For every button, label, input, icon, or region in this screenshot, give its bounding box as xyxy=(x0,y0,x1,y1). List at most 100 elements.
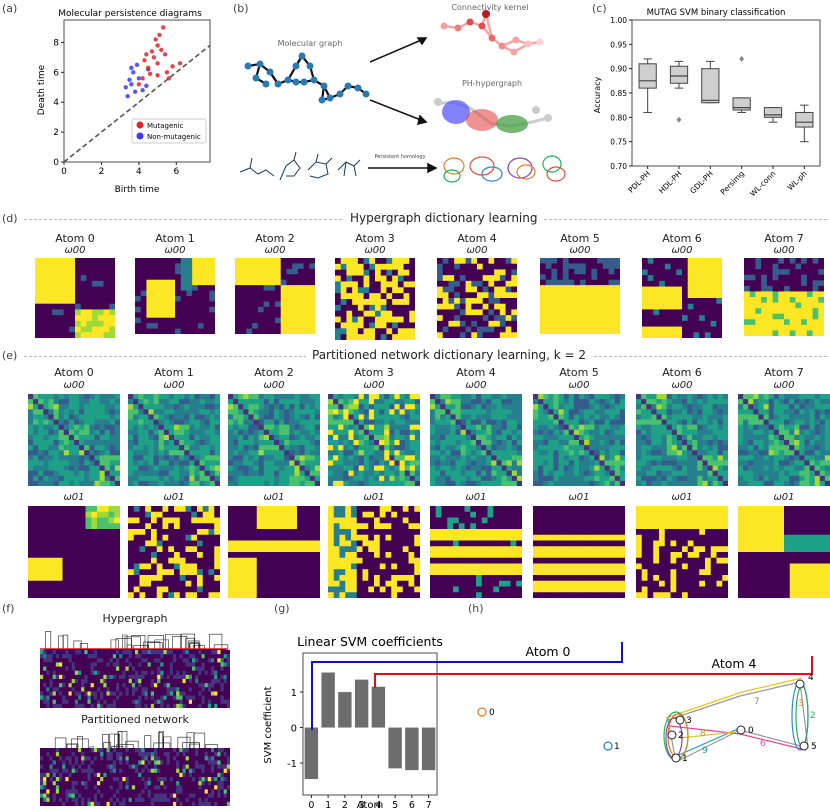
partitioned-atom-heatmap-01 xyxy=(430,506,522,598)
scatter-point xyxy=(142,58,147,63)
svm-bar xyxy=(421,727,436,771)
dendrogram-branch xyxy=(114,733,120,749)
omega00-label: ω00 xyxy=(465,380,487,391)
partitioned-atom-heatmap-01 xyxy=(128,506,220,598)
partitioned-atom-heatmap-00 xyxy=(228,394,320,486)
scatter-point xyxy=(155,61,160,66)
box xyxy=(638,63,657,89)
box-flier xyxy=(739,55,745,62)
partitioned-atom-title: Atom 1 xyxy=(154,366,194,379)
dendrogram-branch xyxy=(77,736,83,749)
x-tick-label: GDL-PH xyxy=(688,169,715,196)
partitioned-atom-title: Atom 6 xyxy=(662,366,702,379)
dendrogram-branch xyxy=(158,730,164,749)
chart-a-title: Molecular persistence diagrams xyxy=(58,9,202,19)
dendrogram-branch xyxy=(153,742,171,749)
dendrogram-branch xyxy=(193,732,206,749)
molecular-graph xyxy=(247,54,367,102)
dendrogram-branch xyxy=(143,641,161,649)
scatter-point xyxy=(166,76,172,81)
dendrogram-branch xyxy=(45,630,52,649)
omega00-label: ω00 xyxy=(568,380,590,391)
scatter-point xyxy=(147,71,153,77)
partitioned-atom-title: Atom 0 xyxy=(54,366,94,379)
dendrogram-branch xyxy=(185,637,195,649)
y-tick-label: 0.80 xyxy=(610,113,627,122)
dendrogram-branch xyxy=(146,642,163,649)
y-tick-label: 0 xyxy=(291,724,297,735)
chart-c-yticks: 0.70 0.75 0.80 0.85 0.90 0.95 1.00 xyxy=(610,16,632,171)
omega01-label: ω01 xyxy=(465,492,487,503)
edge-label-2: 2 xyxy=(810,711,816,721)
dendrogram-branch xyxy=(54,737,67,749)
scatter-point xyxy=(134,62,140,68)
svm-bar xyxy=(371,686,386,728)
omega00-label: ω00 xyxy=(263,380,285,391)
x-tick-label: 5 xyxy=(392,800,398,810)
dendrogram-branch xyxy=(133,645,150,649)
dendrogram-branch xyxy=(79,643,89,649)
omega-label: ω00 xyxy=(466,245,488,256)
scatter-point xyxy=(157,32,162,38)
scatter-point xyxy=(164,70,170,75)
dendrogram-branch xyxy=(109,733,120,749)
partitioned-atom-heatmap-01 xyxy=(738,506,830,598)
section-d-title: Hypergraph dictionary learning xyxy=(344,211,544,225)
omega-label: ω00 xyxy=(264,245,286,256)
dendrogram-branch xyxy=(181,633,196,649)
y-tick-label: 8 xyxy=(53,38,59,48)
box xyxy=(795,111,814,128)
edge-label-3: 3 xyxy=(798,699,804,709)
y-tick-label: 0.70 xyxy=(610,162,627,171)
y-tick-label: 0.95 xyxy=(610,40,627,49)
svm-bar xyxy=(405,727,419,771)
scatter-point xyxy=(123,85,128,90)
scatter-point xyxy=(159,47,164,53)
dendrogram-branch xyxy=(102,734,109,749)
dendrogram-branch xyxy=(164,633,182,649)
dendrogram-branch xyxy=(213,644,229,649)
x-tick-label: 6 xyxy=(409,800,415,810)
scatter-point xyxy=(136,76,142,81)
dendrogram-branch xyxy=(66,743,79,749)
scatter-point xyxy=(161,25,166,30)
scatter-point xyxy=(140,88,145,93)
chart-a-xlabel: Birth time xyxy=(115,185,160,195)
dendrogram-branch xyxy=(110,639,119,649)
x-tick-label: 2 xyxy=(342,800,348,810)
omega00-label: ω00 xyxy=(163,380,185,391)
partitioned-atom-heatmap-01 xyxy=(228,506,320,598)
x-tick-label: WL-conn xyxy=(748,169,777,198)
dendrogram-branch xyxy=(62,634,69,649)
scatter-point xyxy=(127,77,132,82)
x-tick-label: 4 xyxy=(375,800,381,810)
chart-a-legend xyxy=(131,118,207,144)
chart-a-ylabel: Death time xyxy=(37,64,47,115)
hypergraph-atom-title: Atom 2 xyxy=(255,232,295,245)
hypergraph-heatmap-title: Hypergraph xyxy=(102,612,168,625)
chart-g-bars xyxy=(304,672,436,780)
omega-label: ω00 xyxy=(64,245,86,256)
partitioned-atom-heatmap-00 xyxy=(738,394,830,486)
chart-c-frame xyxy=(631,19,821,167)
chart-c-title: MUTAG SVM binary classification xyxy=(647,8,786,18)
chart-a-diagonal xyxy=(63,44,211,163)
chart-g-yticks: -1 0 1 xyxy=(287,688,303,770)
hypergraph-atom-heatmap xyxy=(35,258,115,338)
persistence-diagram-chart: Molecular persistence diagrams 0 2 4 6 0 2 4 6 8… xyxy=(37,9,211,195)
y-tick-label: 0.90 xyxy=(610,65,627,74)
atom4-node-1: 1 xyxy=(682,754,688,764)
partitioned-heatmap-title: Partitioned network xyxy=(81,713,189,726)
x-tick-label: 1 xyxy=(325,800,331,810)
dendrogram-branch xyxy=(172,636,188,649)
legend-mutagenic-label: Mutagenic xyxy=(147,122,184,130)
omega01-label: ω01 xyxy=(671,492,693,503)
hypergraph-atom-heatmap xyxy=(135,258,215,334)
scatter-point xyxy=(146,65,151,71)
omega-label: ω00 xyxy=(773,245,795,256)
dendrogram-branch xyxy=(126,644,133,649)
svm-bar xyxy=(304,727,319,780)
dendrogram-branch xyxy=(158,732,163,749)
